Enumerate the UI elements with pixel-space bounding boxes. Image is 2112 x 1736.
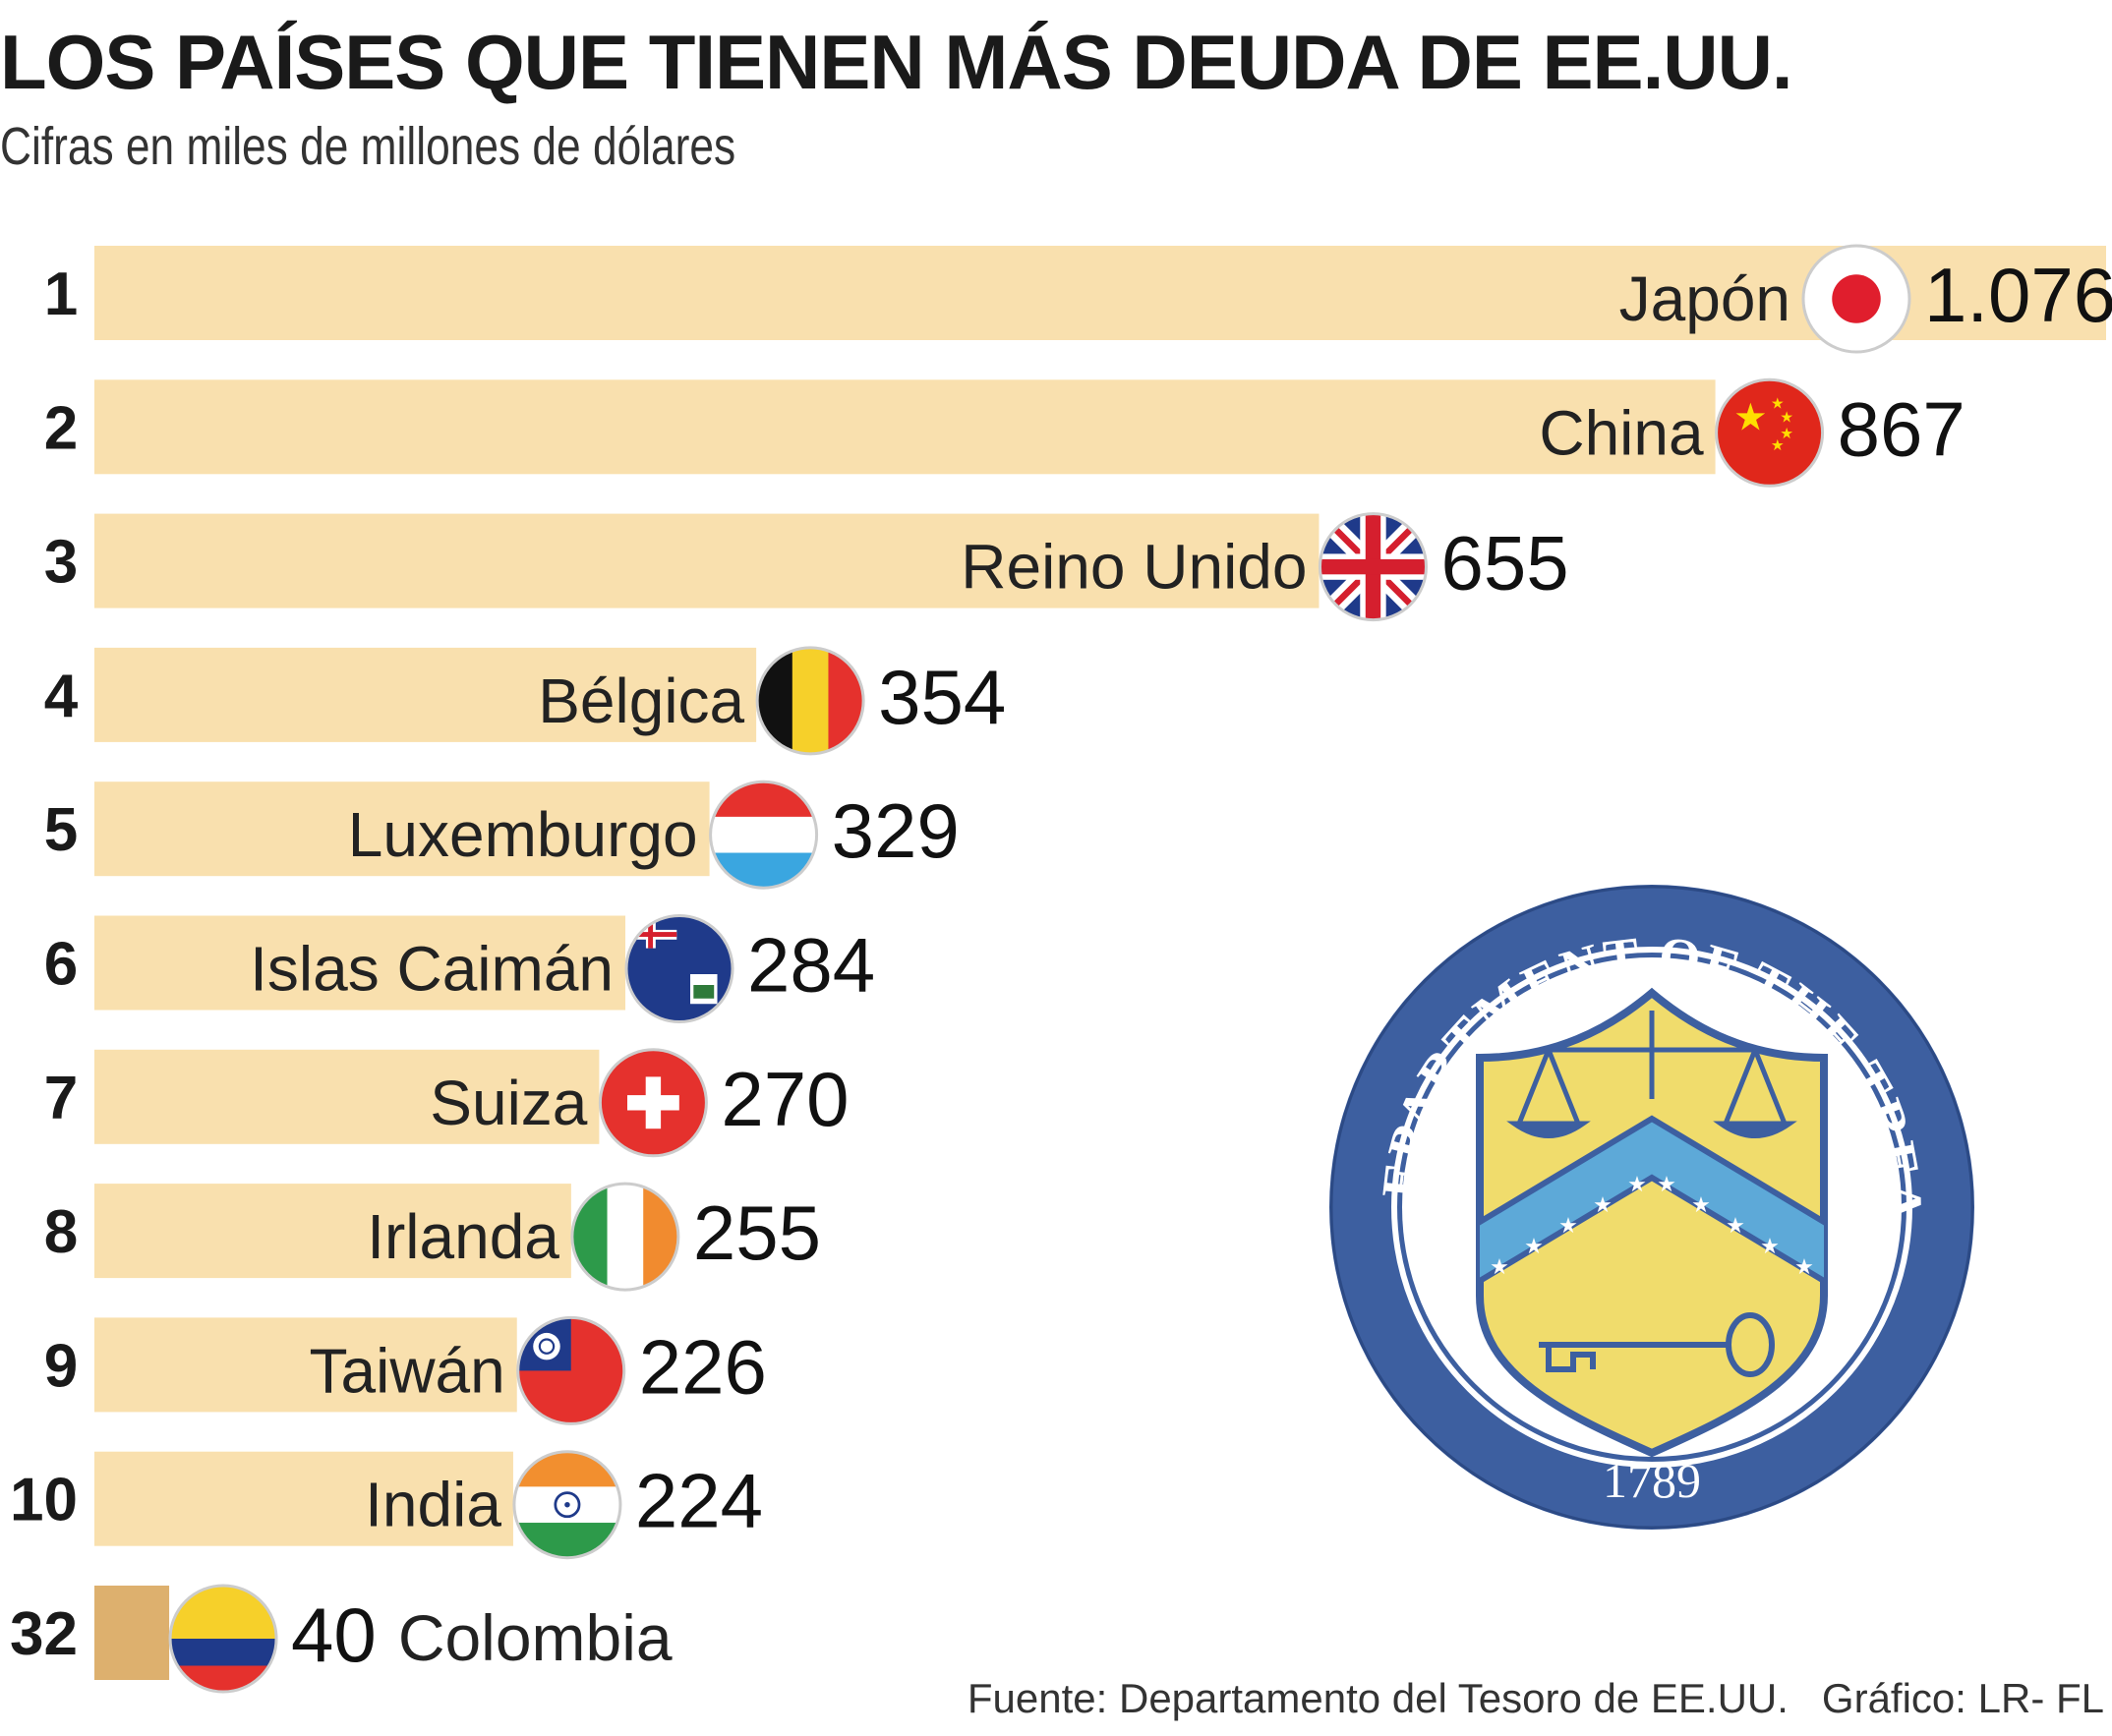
svg-text:★: ★ <box>1760 1235 1780 1259</box>
svg-text:★: ★ <box>1780 408 1793 426</box>
svg-text:★: ★ <box>1490 1255 1509 1280</box>
india-flag-icon <box>512 1450 622 1560</box>
seal-year: 1789 <box>1603 1453 1701 1508</box>
bar-row: 6 284 Islas Caimán <box>44 914 875 1023</box>
country-label: Luxemburgo <box>348 799 698 870</box>
svg-text:★: ★ <box>1771 436 1785 454</box>
svg-text:★: ★ <box>1726 1214 1745 1239</box>
country-label: Irlanda <box>367 1201 559 1272</box>
rank-label: 8 <box>44 1198 78 1266</box>
svg-text:★: ★ <box>1733 396 1768 440</box>
bar <box>94 1049 600 1144</box>
svg-text:★: ★ <box>1627 1173 1647 1197</box>
uk-flag-icon <box>1318 512 1428 622</box>
rank-label: 32 <box>10 1600 78 1668</box>
rank-label: 5 <box>44 796 78 864</box>
country-label: China <box>1539 397 1704 468</box>
bar-row: 1 1.076 Japón <box>44 244 2112 354</box>
colombia-flag-icon <box>168 1584 278 1694</box>
ireland-flag-icon <box>570 1182 680 1292</box>
bar <box>94 246 2106 340</box>
value-label: 354 <box>878 654 1006 740</box>
bar-row: 10 224 India <box>10 1450 763 1560</box>
bar-row: 5 329 Luxemburgo <box>44 780 960 890</box>
credit-text: Gráfico: LR- FL <box>1821 1675 2104 1721</box>
bar <box>94 379 1716 475</box>
country-label: Taiwán <box>310 1335 505 1406</box>
bar <box>94 647 757 742</box>
taiwan-flag-icon <box>516 1315 626 1425</box>
bar <box>94 1317 517 1413</box>
source-text: Fuente: Departamento del Tesoro de EE.UU… <box>967 1675 1789 1721</box>
value-label: 284 <box>747 922 875 1009</box>
rank-label: 10 <box>10 1467 78 1534</box>
svg-text:★: ★ <box>1657 1173 1676 1197</box>
svg-text:★: ★ <box>1593 1193 1613 1218</box>
bar <box>94 1184 571 1279</box>
country-label: Reino Unido <box>961 532 1307 603</box>
rank-label: 6 <box>44 931 78 999</box>
rank-label: 3 <box>44 529 78 597</box>
bar-row: 8 255 Irlanda <box>44 1182 821 1292</box>
switzerland-flag-icon <box>598 1048 708 1158</box>
bar <box>94 513 1320 608</box>
value-label: 1.076 <box>1924 252 2112 338</box>
china-flag-icon: ★ ★★★★ <box>1715 377 1825 488</box>
svg-text:★: ★ <box>1771 395 1785 413</box>
bar-row: 7 270 Suiza <box>44 1048 850 1158</box>
bar <box>94 1451 513 1546</box>
country-label: Japón <box>1619 263 1790 334</box>
bar-row: 4 354 Bélgica <box>44 646 1006 756</box>
country-label: Suiza <box>430 1068 588 1138</box>
rank-label: 9 <box>44 1332 78 1400</box>
bar <box>94 1586 170 1680</box>
chart-title: LOS PAÍSES QUE TIENEN MÁS DEUDA DE EE.UU… <box>0 19 1793 105</box>
rank-label: 2 <box>44 394 78 462</box>
belgium-flag-icon <box>755 646 865 756</box>
value-label: 224 <box>635 1458 763 1544</box>
bar <box>94 915 626 1011</box>
svg-text:★: ★ <box>1691 1193 1711 1218</box>
svg-text:★: ★ <box>1794 1255 1814 1280</box>
treasury-seal: THE DEPARTMENT OF THE TREASURY 1789 ★★★★… <box>1327 883 1974 1530</box>
bar-row: 32 40 Colombia <box>10 1584 673 1694</box>
country-label: Islas Caimán <box>250 934 614 1005</box>
rank-label: 1 <box>44 260 78 328</box>
rank-label: 7 <box>44 1065 78 1132</box>
seal-shield: ★ ★ ★ ★ ★ ★ ★ ★ ★ ★ <box>1476 987 1828 1458</box>
luxembourg-flag-icon <box>709 780 819 890</box>
cayman-flag-icon <box>624 914 734 1023</box>
value-label: 40 <box>291 1591 377 1678</box>
rank-label: 4 <box>44 663 79 730</box>
svg-text:★: ★ <box>1558 1214 1578 1239</box>
country-label: Bélgica <box>538 665 744 736</box>
bar-row: 9 226 Taiwán <box>44 1315 767 1425</box>
bar-row: 3 655 Reino Unido <box>44 512 1569 622</box>
svg-text:★: ★ <box>1780 425 1793 442</box>
chart-source: Fuente: Departamento del Tesoro de EE.UU… <box>968 1675 2104 1722</box>
bar <box>94 781 710 877</box>
country-label: India <box>365 1470 501 1540</box>
value-label: 270 <box>721 1056 849 1142</box>
value-label: 255 <box>693 1189 821 1276</box>
svg-text:★: ★ <box>1524 1235 1544 1259</box>
chart-subtitle: Cifras en miles de millones de dólares <box>0 117 736 176</box>
value-label: 867 <box>1838 385 1965 472</box>
value-label: 226 <box>639 1323 767 1410</box>
value-label: 329 <box>832 787 960 874</box>
value-label: 655 <box>1440 520 1568 607</box>
country-label: Colombia <box>398 1601 673 1674</box>
key-icon <box>1539 1312 1775 1377</box>
japan-flag-icon <box>1801 244 1911 354</box>
scales-icon <box>1506 1011 1797 1138</box>
